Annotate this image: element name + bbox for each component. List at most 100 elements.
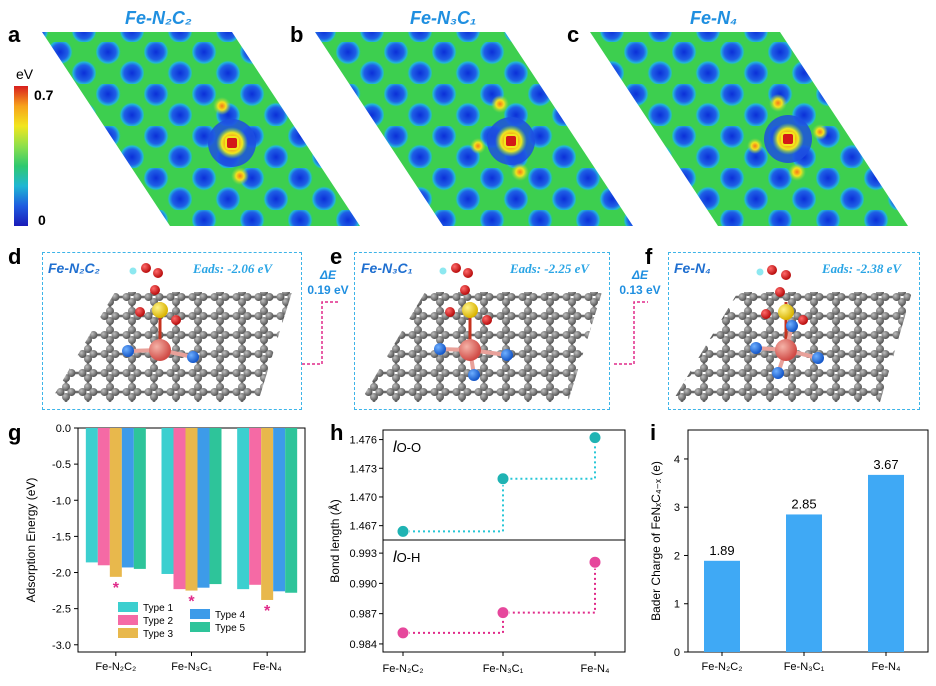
bar-value-label: 1.89 <box>709 543 734 558</box>
energy-step-connector-2 <box>614 301 648 365</box>
panel-b-title: Fe-N₃C₁ <box>410 8 477 28</box>
eads-f: Eads: -2.38 eV <box>822 261 902 276</box>
data-point <box>588 555 602 569</box>
colorbar-min-label: 0 <box>38 212 46 228</box>
s-atom <box>152 302 168 318</box>
panel-i-label: i <box>650 420 657 445</box>
y-tick-label: -1.5 <box>52 531 71 543</box>
n-atom <box>501 349 513 361</box>
star-marker: * <box>188 594 195 611</box>
panel-h-label: h <box>330 420 344 445</box>
bar-type-5 <box>209 428 222 585</box>
map-a <box>42 32 360 226</box>
bar-type-3 <box>109 428 122 577</box>
subplot-label-prefix: l <box>393 549 397 566</box>
delta-e-1: ΔE 0.19 eV <box>302 268 354 298</box>
bar-value-label: 2.85 <box>791 496 816 511</box>
y-tick-label: 1 <box>674 599 680 611</box>
panel-a-label: a <box>8 22 21 47</box>
bar-type-2 <box>97 428 110 566</box>
chart-i-bader-charge: 0 1 2 3 4 Bader Charge of FeNₓC₄₋ₓ (e) 1.89 Fe-… <box>649 429 929 673</box>
bar-type-4 <box>197 428 210 588</box>
n-atom <box>812 352 824 364</box>
data-point <box>496 472 510 486</box>
bar-type-1 <box>161 428 174 574</box>
data-point <box>396 626 410 640</box>
eads-e: Eads: -2.25 eV <box>510 261 590 276</box>
x-tick-label: Fe-N₄ <box>253 661 282 673</box>
bar-type-4 <box>121 428 134 568</box>
bar-type-5 <box>133 428 146 569</box>
legend-swatch <box>118 602 138 612</box>
fe-atom <box>775 339 797 361</box>
y-tick-label: -0.5 <box>52 459 71 471</box>
bar-type-1 <box>237 428 250 590</box>
y-tick-label: 4 <box>674 454 680 466</box>
n-atom <box>434 343 446 355</box>
colorbar <box>14 86 28 226</box>
colorbar-max-label: 0.7 <box>34 87 54 103</box>
legend-label: Type 1 <box>143 603 173 614</box>
s-atom <box>778 304 794 320</box>
subplot-label-sub: O-O <box>397 440 422 455</box>
y-tick-label: -2.0 <box>52 568 71 580</box>
y-axis-label: Bader Charge of FeNₓC₄₋ₓ (e) <box>649 461 663 621</box>
structure-title-f: Fe-N₄ <box>674 260 711 276</box>
fe-center-b <box>504 134 518 148</box>
subplot-label-prefix: l <box>393 439 397 456</box>
bar-type-2 <box>173 428 186 590</box>
y-axis-label: Bond length (Å) <box>327 499 342 582</box>
y-tick-label: 1.470 <box>349 492 377 504</box>
panel-c-title: Fe-N₄ <box>690 8 738 28</box>
legend-label: Type 4 <box>215 610 245 621</box>
s-atom <box>462 302 478 318</box>
legend-swatch <box>118 615 138 625</box>
fe-atom <box>459 339 481 361</box>
x-tick-label: Fe-N₄ <box>872 661 901 673</box>
y-tick-label: 0.0 <box>56 423 71 435</box>
graphene-sheet-d <box>50 263 292 402</box>
star-marker: * <box>113 580 120 597</box>
panel-g-label: g <box>8 420 22 445</box>
legend-swatch <box>118 628 138 638</box>
panel-c-label: c <box>567 22 580 47</box>
delta-e-2: ΔE 0.13 eV <box>614 268 666 298</box>
y-tick-label: 1.467 <box>349 521 377 533</box>
x-tick-label: Fe-N₂C₂ <box>383 663 424 675</box>
delta-symbol-1: ΔE <box>319 268 337 282</box>
step-line <box>403 562 596 634</box>
y-tick-label: 0.990 <box>349 578 377 590</box>
legend-swatch <box>190 609 210 619</box>
n-atom <box>786 320 798 332</box>
n-atom <box>750 342 762 354</box>
fe-center-a <box>225 136 239 150</box>
y-tick-label: 1.476 <box>349 435 377 447</box>
bar-type-3 <box>261 428 274 600</box>
y-tick-label: -1.0 <box>52 495 71 507</box>
x-tick-label: Fe-N₃C₁ <box>171 661 212 673</box>
bar-type-5 <box>285 428 298 593</box>
y-tick-label: 1.473 <box>349 463 377 475</box>
data-point <box>396 524 410 538</box>
subplot-frame <box>382 539 626 653</box>
legend-label: Type 3 <box>143 629 173 640</box>
y-tick-label: 0.987 <box>349 609 377 621</box>
bar <box>786 514 822 652</box>
legend-swatch <box>190 622 210 632</box>
structure-title-d: Fe-N₂C₂ <box>48 260 100 276</box>
bar-type-4 <box>273 428 286 592</box>
panel-b-label: b <box>290 22 304 47</box>
y-tick-label: -3.0 <box>52 640 71 652</box>
data-point <box>496 606 510 620</box>
panel-a-title: Fe-N₂C₂ <box>125 8 192 28</box>
star-marker: * <box>264 603 271 620</box>
y-tick-label: 3 <box>674 502 680 514</box>
colorbar-unit: eV <box>16 66 34 82</box>
bar-value-label: 3.67 <box>873 457 898 472</box>
charge-density-maps <box>42 32 908 226</box>
graphene-sheet-e <box>360 263 602 402</box>
delta-value-2: 0.13 eV <box>619 283 661 297</box>
bar <box>704 560 740 652</box>
energy-step-connector-1 <box>302 301 338 365</box>
